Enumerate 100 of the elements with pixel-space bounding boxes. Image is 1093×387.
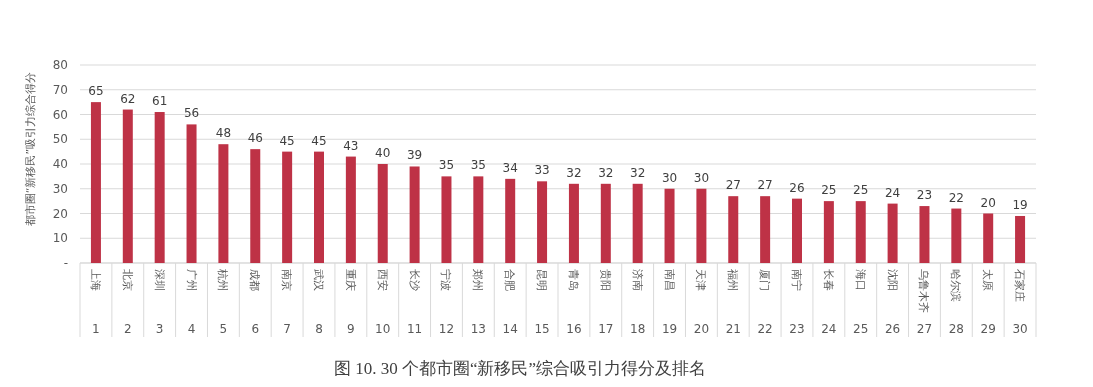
x2-tick-label: 28	[948, 322, 964, 336]
x2-tick-label: 14	[502, 322, 518, 336]
x-tick-label: 长春	[821, 269, 835, 291]
bar	[728, 196, 739, 263]
bar	[664, 188, 675, 263]
x-tick-label: 西安	[375, 269, 389, 291]
bar	[600, 183, 611, 263]
bar	[792, 198, 802, 263]
x-tick-label: 合肥	[503, 269, 517, 291]
x2-tick-label: 6	[251, 322, 260, 336]
data-label: 24	[884, 185, 901, 200]
x-tick-label: 贵阳	[598, 269, 612, 291]
data-label: 61	[152, 94, 168, 109]
data-label: 19	[1012, 197, 1028, 212]
x-tick-label: 天津	[694, 269, 708, 291]
bar	[345, 156, 356, 263]
data-label: 46	[247, 131, 263, 146]
bar	[537, 181, 548, 263]
bar	[314, 151, 324, 263]
x2-tick-label: 29	[980, 322, 996, 336]
x2-tick-label: 25	[853, 322, 869, 336]
data-label: 20	[980, 195, 996, 210]
text: 图 10. 30 个都市圈“新移民”综合吸引力得分及排名	[333, 359, 707, 378]
bar	[760, 196, 771, 263]
data-label: 65	[88, 84, 104, 99]
x2-tick-label: 11	[406, 322, 423, 336]
x-tick-label: 乌鲁木齐	[917, 269, 931, 313]
x-tick-label: 哈尔滨	[949, 269, 963, 302]
x2-tick-label: 5	[219, 322, 228, 336]
x2-tick-label: 8	[315, 322, 323, 336]
x2-tick-label: 12	[438, 322, 455, 336]
x-tick-label: 昆明	[535, 269, 549, 291]
x2-tick-label: 3	[155, 322, 164, 336]
data-label: 48	[215, 126, 232, 141]
data-label: 32	[598, 165, 614, 180]
bar	[855, 201, 866, 263]
y-tick-label: 10	[52, 231, 68, 246]
bar	[90, 102, 101, 263]
x-tick-label: 武汉	[312, 269, 325, 291]
x-tick-label: 长沙	[407, 269, 421, 291]
x-tick-label: 石家庄	[1013, 269, 1027, 302]
x-tick-label: 广州	[184, 269, 198, 291]
data-label: 23	[916, 188, 933, 203]
bar	[282, 151, 293, 263]
bar	[473, 176, 484, 263]
bar	[887, 203, 898, 263]
x-tick-label: 宁波	[439, 269, 453, 291]
bar	[186, 124, 197, 263]
x2-tick-label: 20	[693, 322, 710, 336]
x2-tick-label: 27	[916, 322, 933, 336]
x-tick-label: 青岛	[566, 269, 580, 291]
bar	[505, 178, 516, 263]
data-label: 40	[375, 146, 391, 160]
x2-tick-label: 16	[566, 322, 582, 336]
x2-tick-label: 15	[534, 322, 550, 336]
x-tick-label: 南宁	[790, 269, 803, 291]
y-tick-label: 50	[52, 132, 68, 147]
x-tick-label: 济南	[630, 269, 644, 291]
bar	[823, 201, 834, 263]
data-label: 35	[438, 158, 455, 173]
bar	[983, 213, 994, 263]
bar	[696, 188, 707, 263]
y-tick-label: 60	[52, 107, 68, 122]
x-tick-label: 南京	[280, 269, 294, 291]
x2-tick-label: 26	[884, 322, 901, 336]
bar	[951, 208, 962, 263]
x2-tick-label: 30	[1012, 322, 1028, 336]
data-label: 39	[406, 148, 423, 163]
bar	[632, 183, 643, 263]
x-tick-label: 北京	[120, 269, 134, 291]
data-label: 34	[502, 160, 518, 175]
x-tick-label: 南昌	[662, 269, 676, 291]
x2-tick-label: 9	[347, 322, 355, 336]
x-tick-label: 成都	[248, 269, 262, 291]
y-tick-label: 80	[52, 58, 68, 72]
data-label: 56	[183, 106, 200, 121]
y-axis-title: 都市圈“新移民”吸引力综合得分	[24, 71, 37, 227]
bar	[409, 166, 420, 263]
x-tick-label: 沈阳	[885, 269, 899, 291]
y-tick-label: 20	[52, 206, 68, 221]
y-tick-label: 70	[52, 82, 68, 97]
x-tick-label: 重庆	[343, 269, 357, 291]
data-label: 33	[534, 163, 550, 178]
x2-tick-label: 13	[470, 322, 486, 336]
data-label: 22	[948, 190, 964, 205]
data-label: 45	[311, 133, 327, 148]
bar	[1015, 215, 1026, 263]
x2-tick-label: 10	[375, 322, 391, 336]
x2-tick-label: 2	[123, 322, 132, 336]
x-tick-label: 杭州	[216, 268, 230, 291]
data-label: 26	[789, 180, 805, 195]
x-tick-label: 厦门	[758, 269, 772, 291]
x-tick-label: 上海	[88, 269, 102, 291]
data-label: 32	[566, 165, 582, 180]
bar	[377, 164, 388, 263]
data-label: 45	[279, 133, 295, 148]
x2-tick-label: 21	[725, 322, 741, 336]
bar	[919, 206, 930, 263]
x2-tick-label: 4	[187, 322, 196, 336]
data-label: 27	[757, 178, 773, 193]
